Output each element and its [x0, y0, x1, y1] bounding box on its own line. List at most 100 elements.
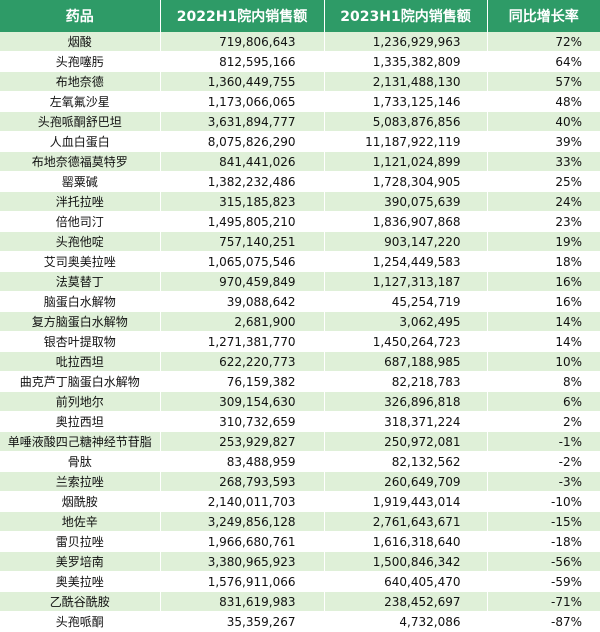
sales-2023h1-cell: 2,131,488,130	[324, 71, 488, 92]
sales-2022h1-cell: 1,065,075,546	[160, 251, 325, 272]
yoy-growth-cell: -18%	[487, 531, 600, 552]
sales-2023h1-cell: 1,836,907,868	[324, 211, 488, 232]
drug-name-cell: 烟酰胺	[0, 491, 161, 512]
sales-2023h1-cell: 11,187,922,119	[324, 131, 488, 152]
drug-name-cell: 左氧氟沙星	[0, 91, 161, 112]
yoy-growth-cell: 2%	[487, 411, 600, 432]
sales-2023h1-cell: 45,254,719	[324, 291, 488, 312]
yoy-growth-cell: 18%	[487, 251, 600, 272]
yoy-growth-cell: -59%	[487, 571, 600, 592]
drug-name-cell: 地佐辛	[0, 511, 161, 532]
table-row: 烟酰胺 2,140,011,703 1,919,443,014 -10%	[0, 491, 600, 512]
sales-2023h1-cell: 1,450,264,723	[324, 331, 488, 352]
header-yoy-growth: 同比增长率	[487, 0, 600, 32]
drug-name-cell: 前列地尔	[0, 391, 161, 412]
yoy-growth-cell: -2%	[487, 451, 600, 472]
table-row: 罂粟碱 1,382,232,486 1,728,304,905 25%	[0, 171, 600, 192]
table-row: 美罗培南 3,380,965,923 1,500,846,342 -56%	[0, 551, 600, 572]
sales-2022h1-cell: 315,185,823	[160, 191, 325, 212]
drug-name-cell: 头孢哌酮	[0, 611, 161, 632]
drug-name-cell: 兰索拉唑	[0, 471, 161, 492]
table-row: 泮托拉唑 315,185,823 390,075,639 24%	[0, 191, 600, 212]
yoy-growth-cell: 10%	[487, 351, 600, 372]
drug-name-cell: 泮托拉唑	[0, 191, 161, 212]
sales-2022h1-cell: 622,220,773	[160, 351, 325, 372]
sales-2023h1-cell: 250,972,081	[324, 431, 488, 452]
drug-name-cell: 法莫替丁	[0, 271, 161, 292]
sales-2023h1-cell: 390,075,639	[324, 191, 488, 212]
table-row: 头孢他啶 757,140,251 903,147,220 19%	[0, 231, 600, 252]
sales-2023h1-cell: 640,405,470	[324, 571, 488, 592]
yoy-growth-cell: 48%	[487, 91, 600, 112]
drug-name-cell: 复方脑蛋白水解物	[0, 311, 161, 332]
table-row: 艾司奥美拉唑 1,065,075,546 1,254,449,583 18%	[0, 251, 600, 272]
sales-2022h1-cell: 812,595,166	[160, 51, 325, 72]
sales-2023h1-cell: 4,732,086	[324, 611, 488, 632]
sales-2023h1-cell: 82,132,562	[324, 451, 488, 472]
yoy-growth-cell: -56%	[487, 551, 600, 572]
yoy-growth-cell: 16%	[487, 291, 600, 312]
sales-2023h1-cell: 1,335,382,809	[324, 51, 488, 72]
header-sales-2022h1: 2022H1院内销售额	[160, 0, 325, 32]
table-row: 倍他司汀 1,495,805,210 1,836,907,868 23%	[0, 211, 600, 232]
sales-2022h1-cell: 970,459,849	[160, 271, 325, 292]
table-row: 兰索拉唑 268,793,593 260,649,709 -3%	[0, 471, 600, 492]
yoy-growth-cell: 24%	[487, 191, 600, 212]
yoy-growth-cell: 23%	[487, 211, 600, 232]
sales-2022h1-cell: 757,140,251	[160, 231, 325, 252]
sales-2023h1-cell: 687,188,985	[324, 351, 488, 372]
sales-2023h1-cell: 3,062,495	[324, 311, 488, 332]
sales-2022h1-cell: 831,619,983	[160, 591, 325, 612]
sales-2023h1-cell: 2,761,643,671	[324, 511, 488, 532]
drug-name-cell: 脑蛋白水解物	[0, 291, 161, 312]
sales-2023h1-cell: 1,500,846,342	[324, 551, 488, 572]
drug-name-cell: 烟酸	[0, 32, 161, 52]
drug-name-cell: 艾司奥美拉唑	[0, 251, 161, 272]
yoy-growth-cell: -71%	[487, 591, 600, 612]
sales-2022h1-cell: 83,488,959	[160, 451, 325, 472]
yoy-growth-cell: 19%	[487, 231, 600, 252]
table-row: 法莫替丁 970,459,849 1,127,313,187 16%	[0, 271, 600, 292]
sales-2022h1-cell: 841,441,026	[160, 151, 325, 172]
table-row: 奥美拉唑 1,576,911,066 640,405,470 -59%	[0, 571, 600, 592]
yoy-growth-cell: 64%	[487, 51, 600, 72]
drug-name-cell: 奥拉西坦	[0, 411, 161, 432]
yoy-growth-cell: -10%	[487, 491, 600, 512]
drug-name-cell: 吡拉西坦	[0, 351, 161, 372]
table-row: 乙酰谷酰胺 831,619,983 238,452,697 -71%	[0, 591, 600, 612]
table-row: 曲克芦丁脑蛋白水解物 76,159,382 82,218,783 8%	[0, 371, 600, 392]
sales-2022h1-cell: 3,631,894,777	[160, 111, 325, 132]
drug-name-cell: 乙酰谷酰胺	[0, 591, 161, 612]
table-row: 复方脑蛋白水解物 2,681,900 3,062,495 14%	[0, 311, 600, 332]
sales-2022h1-cell: 35,359,267	[160, 611, 325, 632]
sales-2022h1-cell: 1,576,911,066	[160, 571, 325, 592]
table-row: 脑蛋白水解物 39,088,642 45,254,719 16%	[0, 291, 600, 312]
sales-2022h1-cell: 253,929,827	[160, 431, 325, 452]
table-row: 单唾液酸四己糖神经节苷脂 253,929,827 250,972,081 -1%	[0, 431, 600, 452]
sales-2023h1-cell: 1,236,929,963	[324, 32, 488, 52]
table-row: 头孢哌酮舒巴坦 3,631,894,777 5,083,876,856 40%	[0, 111, 600, 132]
table-row: 头孢噻肟 812,595,166 1,335,382,809 64%	[0, 51, 600, 72]
yoy-growth-cell: -87%	[487, 611, 600, 632]
sales-2023h1-cell: 82,218,783	[324, 371, 488, 392]
drug-name-cell: 单唾液酸四己糖神经节苷脂	[0, 431, 161, 452]
table-row: 前列地尔 309,154,630 326,896,818 6%	[0, 391, 600, 412]
drug-name-cell: 罂粟碱	[0, 171, 161, 192]
sales-2023h1-cell: 5,083,876,856	[324, 111, 488, 132]
yoy-growth-cell: 14%	[487, 331, 600, 352]
sales-2022h1-cell: 1,271,381,770	[160, 331, 325, 352]
sales-2023h1-cell: 238,452,697	[324, 591, 488, 612]
sales-2023h1-cell: 1,121,024,899	[324, 151, 488, 172]
yoy-growth-cell: 33%	[487, 151, 600, 172]
drug-name-cell: 布地奈德	[0, 71, 161, 92]
table-row: 人血白蛋白 8,075,826,290 11,187,922,119 39%	[0, 131, 600, 152]
sales-2022h1-cell: 1,382,232,486	[160, 171, 325, 192]
yoy-growth-cell: 16%	[487, 271, 600, 292]
sales-2023h1-cell: 903,147,220	[324, 231, 488, 252]
yoy-growth-cell: 39%	[487, 131, 600, 152]
sales-2022h1-cell: 2,140,011,703	[160, 491, 325, 512]
drug-name-cell: 奥美拉唑	[0, 571, 161, 592]
drug-name-cell: 骨肽	[0, 451, 161, 472]
drug-name-cell: 雷贝拉唑	[0, 531, 161, 552]
